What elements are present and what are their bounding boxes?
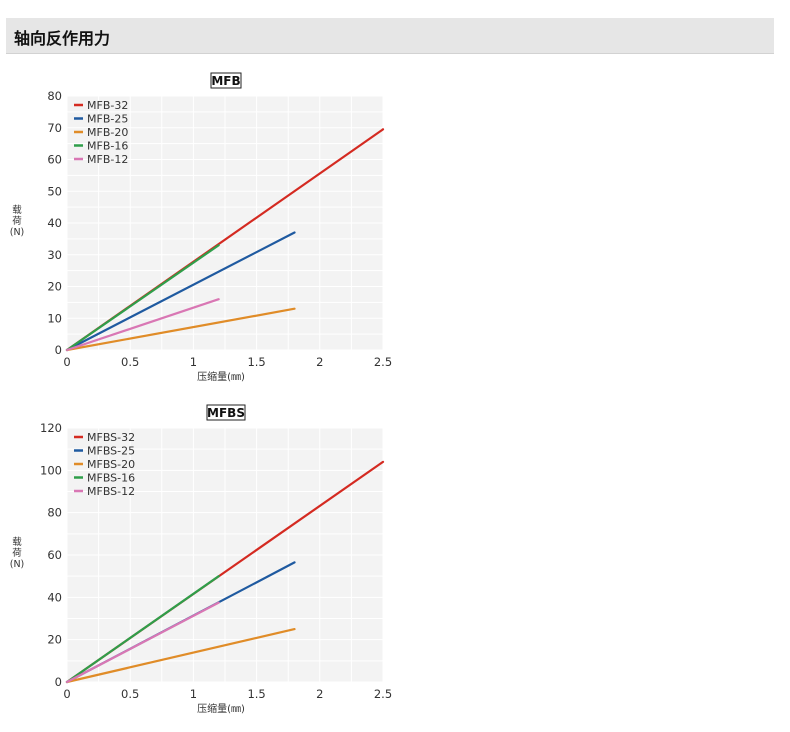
y-tick-label: 80 xyxy=(47,506,62,520)
x-tick-label: 2.5 xyxy=(374,687,392,701)
series-line-mfb-12 xyxy=(65,298,220,352)
y-tick-label: 50 xyxy=(47,184,62,198)
legend-label: MFBS-25 xyxy=(87,445,135,458)
series-line-mfbs-12 xyxy=(65,601,220,684)
chart-title-box xyxy=(206,404,246,421)
section-header: 轴向反作用力 xyxy=(6,18,774,54)
y-axis-label: 载 xyxy=(12,536,22,548)
legend-label: MFBS-20 xyxy=(87,458,135,471)
x-tick-label: 1 xyxy=(190,687,197,701)
y-tick-label: 60 xyxy=(47,548,62,562)
x-tick-label: 2.5 xyxy=(374,355,392,369)
mfb-chart: 0 10 20 30 40 50 60 70 80 0 0.5 1 1.5 2 2.5 压缩量(㎜) 载荷(N)… xyxy=(10,72,392,383)
legend-label: MFBS-12 xyxy=(87,485,135,498)
x-tick-label: 1 xyxy=(190,355,197,369)
series-line-mfb-20 xyxy=(65,307,296,352)
legend-label: MFBS-32 xyxy=(87,431,135,444)
y-tick-label: 60 xyxy=(47,153,62,167)
chart-title: MFB xyxy=(211,74,240,88)
series-line-mfbs-20 xyxy=(65,627,296,684)
y-tick-label: 0 xyxy=(55,343,62,357)
y-tick-label: 40 xyxy=(47,216,62,230)
x-axis-label: 压缩量(㎜) xyxy=(197,702,245,715)
y-tick-label: 40 xyxy=(47,590,62,604)
y-tick-label: 70 xyxy=(47,121,62,135)
y-axis-label: 载 xyxy=(12,204,22,216)
chart-title-box xyxy=(210,72,242,89)
y-tick-label: 10 xyxy=(47,311,62,325)
legend-label: MFB-20 xyxy=(87,126,128,139)
mfbs-chart: 0 20 40 60 80 100 120 0 0.5 1 1.5 2 2.5 压缩量(㎜) 载荷(N) MF… xyxy=(10,404,392,715)
y-tick-label: 0 xyxy=(55,675,62,689)
y-axis-label: (N) xyxy=(10,227,25,238)
legend-label: MFB-12 xyxy=(87,153,128,166)
y-axis-label: 荷 xyxy=(12,548,22,559)
x-tick-label: 0.5 xyxy=(121,355,139,369)
x-tick-label: 2 xyxy=(316,687,323,701)
y-axis-label: (N) xyxy=(10,559,25,570)
y-axis-label: 荷 xyxy=(12,216,22,227)
y-tick-label: 100 xyxy=(40,463,62,477)
series-line-mfbs-16 xyxy=(65,575,220,684)
series-line-mfb-16 xyxy=(65,244,220,352)
x-tick-label: 2 xyxy=(316,355,323,369)
x-tick-label: 0.5 xyxy=(121,687,139,701)
section-title: 轴向反作用力 xyxy=(14,29,111,48)
chart-title: MFBS xyxy=(207,406,245,420)
y-tick-label: 20 xyxy=(47,280,62,294)
y-tick-label: 80 xyxy=(47,89,62,103)
x-tick-label: 1.5 xyxy=(247,355,265,369)
y-tick-label: 20 xyxy=(47,633,62,647)
x-tick-label: 0 xyxy=(63,355,70,369)
x-tick-label: 1.5 xyxy=(247,687,265,701)
x-tick-label: 0 xyxy=(63,687,70,701)
legend-label: MFB-16 xyxy=(87,140,128,153)
legend-label: MFBS-16 xyxy=(87,472,135,485)
legend-label: MFB-32 xyxy=(87,99,128,112)
series-line-mfb-25 xyxy=(65,231,296,352)
y-tick-label: 30 xyxy=(47,248,62,262)
x-axis-label: 压缩量(㎜) xyxy=(197,370,245,383)
y-tick-label: 120 xyxy=(40,421,62,435)
legend-label: MFB-25 xyxy=(87,113,128,126)
